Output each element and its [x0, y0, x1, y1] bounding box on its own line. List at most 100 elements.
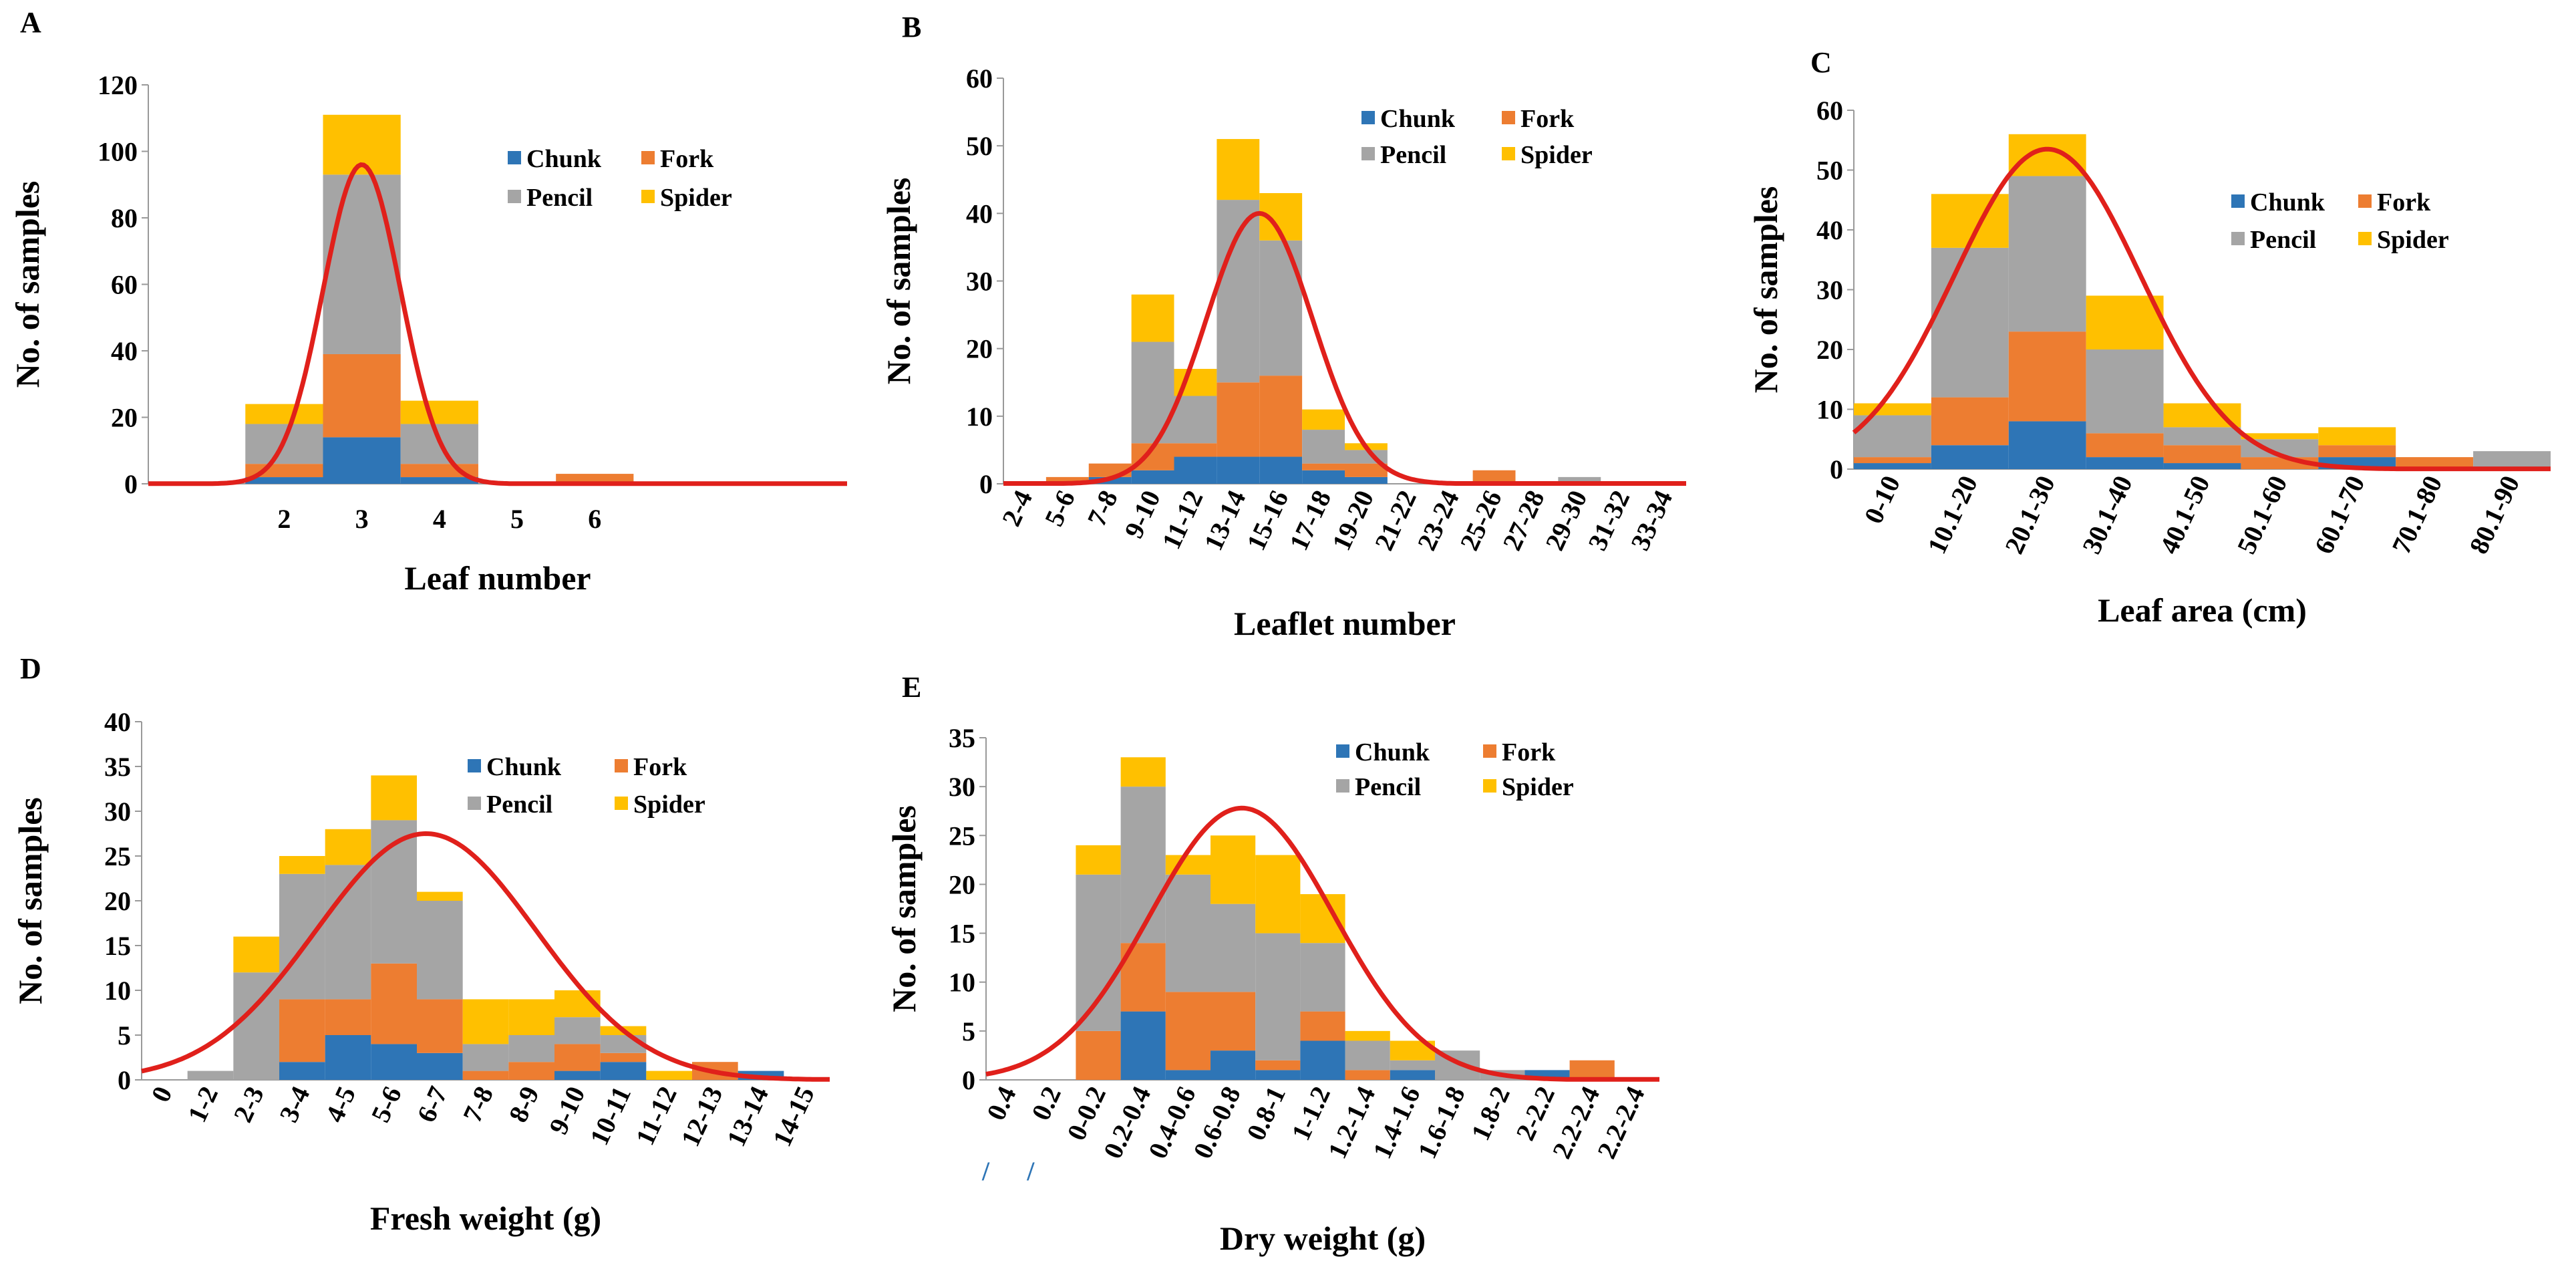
x-tick-label: 15-16 [1241, 486, 1294, 555]
bar-segment-spider [508, 999, 554, 1035]
bar-segment-spider [245, 404, 323, 424]
bar-segment-spider [1131, 294, 1174, 342]
bar-segment-pencil [1390, 1060, 1435, 1071]
x-tick-label: 8-9 [503, 1082, 545, 1127]
legend-swatch-spider [2358, 232, 2372, 245]
bar-segment-spider [2241, 433, 2319, 440]
bar-segment-spider [400, 400, 478, 424]
bar-segment-fork [417, 999, 463, 1053]
bar-segment-spider [1217, 139, 1260, 200]
bar-segment-chunk [1931, 445, 2009, 469]
bar-segment-pencil [1558, 476, 1601, 484]
x-tick-label: 2 [277, 504, 291, 534]
y-tick-label: 20 [966, 334, 993, 364]
x-tick-label: 5 [510, 504, 524, 534]
bar-segment-chunk [1217, 456, 1260, 484]
x-tick-label: 11-12 [630, 1082, 683, 1150]
bar-segment-fork [600, 1052, 647, 1062]
bar-segment-chunk [279, 1062, 325, 1080]
legend-swatch-spider [641, 190, 655, 203]
legend-label-fork: Fork [2377, 188, 2431, 217]
legend-label-fork: Fork [633, 753, 687, 781]
x-tick-label: 25-26 [1454, 486, 1507, 555]
x-tick-label: 0 [145, 1082, 178, 1107]
x-tick-label: 10.1-20 [1921, 471, 1983, 559]
bar-segment-spider [325, 829, 371, 865]
legend: Chunk Fork Pencil Spider [2231, 188, 2449, 254]
y-tick-label: 0 [124, 469, 138, 499]
bar-segment-spider [462, 999, 509, 1044]
legend-swatch-chunk [2231, 194, 2245, 208]
y-tick-label: 100 [98, 137, 138, 167]
x-tick-label: 21-22 [1369, 486, 1422, 555]
bar-segment-spider [1345, 1030, 1390, 1041]
x-tick-label: 60.1-70 [2309, 471, 2371, 559]
legend-label-fork: Fork [1520, 105, 1575, 133]
x-tick-label: 10-11 [584, 1082, 637, 1150]
bar-segment-spider [2086, 295, 2164, 349]
bar-segment-pencil [462, 1044, 509, 1071]
bar-segment-pencil [1345, 1040, 1390, 1071]
y-tick-label: 5 [962, 1016, 975, 1046]
bar-segment-chunk [1120, 1011, 1166, 1080]
bar-segment-pencil [2086, 349, 2164, 434]
legend-swatch-fork [2358, 194, 2372, 208]
legend-label-chunk: Chunk [1380, 105, 1456, 133]
bar-segment-fork [323, 353, 401, 438]
bar-segment-pencil [1302, 430, 1345, 464]
x-axis-title: Dry weight (g) [1220, 1220, 1426, 1257]
bar-segment-chunk [2163, 463, 2241, 469]
x-tick-label: 40.1-50 [2154, 471, 2216, 559]
bar-segment-fork [1472, 470, 1516, 484]
y-axis-title: No. of samples [880, 178, 917, 385]
x-axis-title: Leaflet number [1234, 605, 1456, 642]
y-tick-label: 10 [966, 402, 993, 432]
x-tick-label: 19-20 [1326, 486, 1380, 555]
bar-segment-spider [1255, 855, 1301, 934]
legend-swatch-spider [1483, 779, 1496, 793]
y-tick-label: 15 [104, 931, 131, 961]
legend-swatch-pencil [508, 190, 521, 203]
x-tick-label: 31-32 [1582, 486, 1635, 555]
y-tick-label: 60 [966, 63, 993, 94]
panel-letter: E [902, 671, 921, 704]
bar-segment-chunk [1302, 470, 1345, 484]
bar-segment-fork [1217, 382, 1260, 457]
x-tick-label: 2-3 [228, 1082, 270, 1127]
bar-segment-chunk [1131, 470, 1174, 484]
x-tick-label: 6-7 [411, 1082, 453, 1127]
y-axis-title: No. of samples [9, 181, 46, 388]
y-tick-label: 0 [118, 1065, 131, 1095]
legend-swatch-pencil [2231, 232, 2245, 245]
legend: Chunk Fork Pencil Spider [1336, 738, 1574, 801]
x-tick-label: 12-13 [675, 1082, 728, 1151]
bar-segment-chunk [245, 477, 323, 484]
legend-label-spider: Spider [1502, 773, 1574, 801]
normal-distribution-curve [141, 831, 830, 1082]
bar-segment-fork [556, 474, 634, 484]
bar-segment-chunk [1345, 476, 1388, 484]
y-tick-label: 10 [104, 976, 131, 1006]
x-tick-prefix-mark: / [1026, 1156, 1035, 1186]
bar-segment-fork [554, 1044, 601, 1071]
bar-segment-spider [1211, 835, 1256, 904]
bar-segment-fork [2318, 445, 2396, 458]
legend-label-pencil: Pencil [2250, 226, 2316, 254]
legend-swatch-pencil [468, 797, 481, 810]
bar-segment-pencil [508, 1035, 554, 1062]
bar-segment-chunk [371, 1044, 417, 1080]
legend-label-chunk: Chunk [2250, 188, 2325, 217]
x-axis-title: Leaf area (cm) [2098, 591, 2307, 629]
y-tick-label: 50 [966, 131, 993, 161]
legend-label-chunk: Chunk [1355, 738, 1430, 766]
x-axis-title: Fresh weight (g) [370, 1199, 601, 1237]
legend-swatch-spider [615, 797, 628, 810]
bar-segment-fork [1302, 463, 1345, 470]
legend-label-fork: Fork [660, 145, 714, 173]
bar-segment-fork [2163, 445, 2241, 464]
bar-segment-chunk [2008, 421, 2086, 469]
panel-letter: B [902, 11, 921, 43]
panel-letter: A [20, 6, 41, 39]
y-tick-label: 50 [1816, 156, 1843, 186]
